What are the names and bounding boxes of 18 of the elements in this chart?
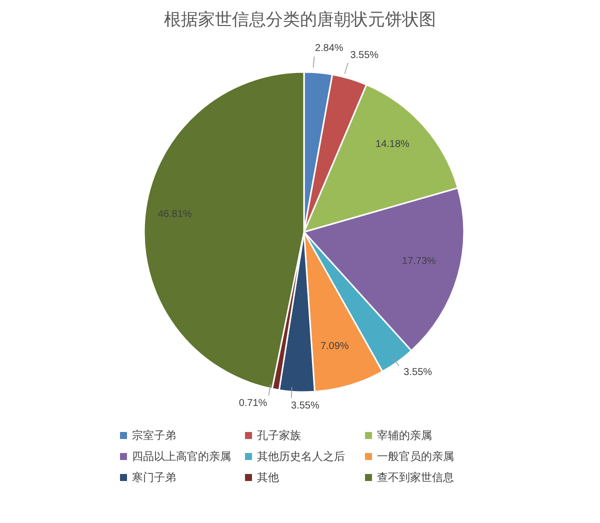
data-label: 0.71%: [238, 398, 268, 409]
data-label: 3.55%: [404, 366, 432, 378]
data-label: 14.18%: [376, 138, 410, 150]
legend-label: 寒门子弟: [132, 470, 176, 485]
legend-label: 宰辅的亲属: [377, 428, 432, 443]
data-label: 3.55%: [291, 400, 320, 412]
legend-label: 查不到家世信息: [377, 470, 454, 485]
legend-label: 其他: [257, 471, 279, 485]
legend-label: 宗室子弟: [132, 428, 176, 443]
chart-title: 根据家世信息分类的唐朝状元饼状图: [163, 9, 437, 31]
data-label: 2.84%: [314, 43, 344, 54]
legend-label: 孔子家族: [257, 428, 301, 443]
data-label: 17.73%: [402, 256, 436, 267]
data-label: 7.09%: [320, 341, 349, 352]
legend-label: 其他历史名人之后: [257, 450, 345, 464]
legend-label: 四品以上高官的亲属: [132, 450, 231, 464]
data-label: 3.55%: [350, 50, 379, 61]
legend-label: 一般官员的亲属: [377, 450, 454, 464]
